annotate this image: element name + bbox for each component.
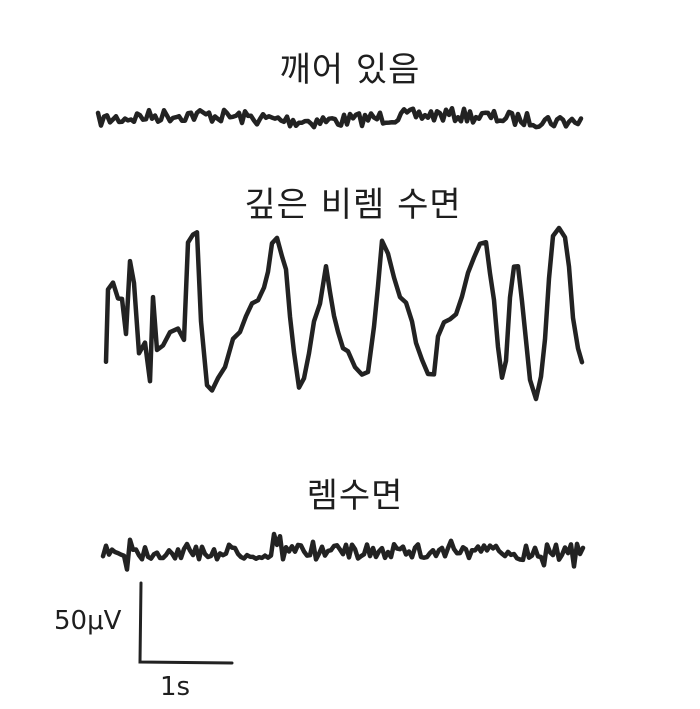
- trace-label-rem-sleep: 렘수면: [306, 476, 404, 516]
- scale-bar-time-label: 1s: [160, 672, 191, 702]
- eeg-trace-deep-nrem-sleep: [103, 225, 585, 402]
- trace-label-deep-nrem-sleep: 깊은 비렘 수면: [244, 185, 462, 225]
- trace-label-awake: 깨어 있음: [279, 50, 421, 90]
- scale-bar: [138, 581, 234, 665]
- eeg-trace-awake: [95, 105, 584, 130]
- scale-bar-voltage-label: 50μV: [54, 606, 122, 636]
- eeg-trace-rem-sleep: [100, 531, 586, 572]
